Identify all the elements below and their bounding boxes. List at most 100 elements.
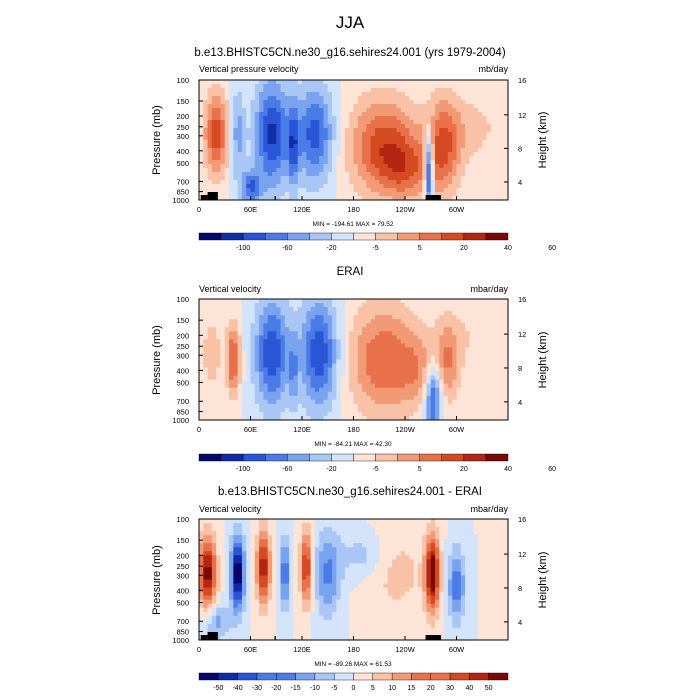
field-cell [216,399,221,405]
field-cell [276,391,281,397]
field-cell [246,92,251,97]
field-cell [417,140,423,145]
field-cell [203,547,208,552]
field-cell [297,395,303,401]
field-cell [314,391,320,397]
field-cell [203,363,208,368]
field-cell [302,172,307,177]
field-cell [469,120,475,125]
field-cell [323,411,329,417]
field-cell [310,363,316,368]
field-cell [405,411,410,417]
field-cell [344,168,350,173]
field-cell [366,411,372,417]
field-cell [241,100,247,105]
field-cell [327,331,333,336]
field-cell [435,315,440,320]
field-cell [366,192,372,197]
field-cell [276,116,281,121]
y-tick-label: 500 [176,378,189,387]
field-cell [452,319,457,324]
field-cell [332,80,337,85]
field-cell [400,180,406,185]
field-cell [400,535,406,540]
field-cell [203,399,208,405]
field-cell [250,387,256,393]
field-cell [271,315,277,320]
field-cell [413,339,419,344]
field-cell [443,80,449,85]
field-cell [314,184,320,189]
field-cell [211,112,217,117]
field-cell [379,84,384,89]
field-cell [392,92,397,97]
field-cell [357,148,363,153]
field-cell [486,399,492,405]
field-cell [490,383,496,389]
field-cell [456,355,462,360]
field-cell [323,148,329,153]
field-cell [499,92,505,97]
field-cell [250,371,256,377]
field-cell [344,395,350,401]
field-cell [499,535,505,540]
field-cell [430,375,436,381]
field-cell [353,335,359,340]
field-cell [289,519,294,524]
field-cell [422,531,427,536]
field-cell [503,355,509,360]
field-cell [332,116,337,121]
field-cell [400,176,406,181]
field-cell [400,351,406,356]
field-cell [357,395,363,401]
field-cell [259,96,264,101]
field-cell [203,323,208,328]
field-cell [327,152,333,157]
field-cell [297,319,303,324]
field-cell [327,411,333,417]
field-cell [387,299,393,304]
field-cell [302,359,307,364]
field-cell [237,104,243,109]
field-cell [319,371,324,377]
field-cell [447,303,453,308]
field-cell [250,355,256,360]
field-cell [302,539,307,544]
field-cell [271,351,277,356]
field-cell [323,124,329,129]
field-cell [336,152,342,157]
field-cell [473,188,479,193]
field-cell [405,323,410,328]
field-cell [224,395,230,401]
field-cell [396,411,402,417]
field-cell [207,100,213,105]
field-cell [203,387,208,393]
field-cell [443,379,449,385]
field-cell [477,327,483,332]
field-cell [405,331,410,336]
field-cell [276,363,281,368]
field-cell [310,152,316,157]
field-cell [220,168,226,173]
field-cell [259,136,264,141]
field-cell [357,188,363,193]
field-cell [405,96,410,101]
field-cell [250,351,256,356]
field-cell [314,116,320,121]
field-cell [486,108,492,113]
field-cell [276,403,281,409]
field-cell [207,319,213,324]
field-cell [387,323,393,328]
field-cell [477,88,483,93]
field-cell [447,523,453,528]
field-cell [503,339,509,344]
field-cell [332,108,337,113]
field-cell [417,407,423,413]
field-cell [271,160,277,165]
field-cell [473,527,479,532]
field-cell [426,148,432,153]
field-cell [443,168,449,173]
field-cell [486,391,492,397]
field-cell [366,196,372,201]
field-cell [237,391,243,397]
